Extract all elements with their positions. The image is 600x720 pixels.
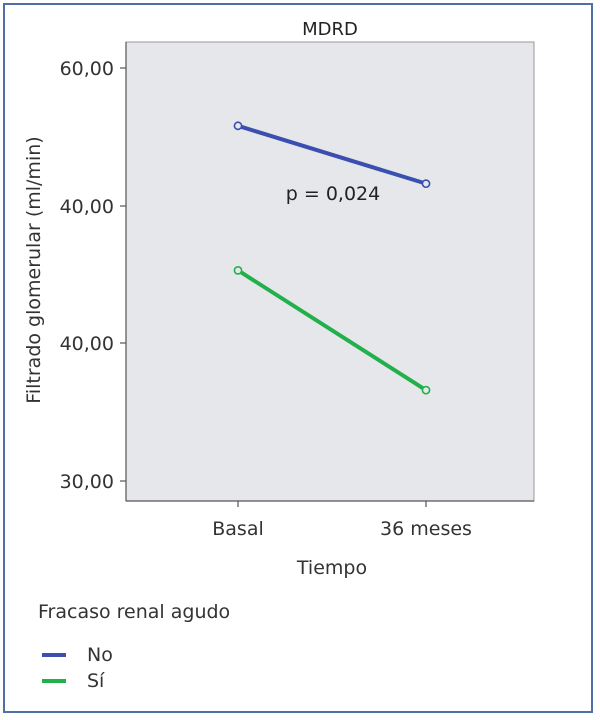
data-point xyxy=(233,121,243,131)
y-tick-label: 40,00 xyxy=(60,196,114,218)
data-point xyxy=(233,265,243,275)
legend-title: Fracaso renal agudo xyxy=(38,601,230,623)
y-axis-title: Filtrado glomerular (ml/min) xyxy=(23,136,45,403)
series-line-1 xyxy=(236,123,428,186)
legend-label: Sí xyxy=(87,670,105,692)
legend: No Sí xyxy=(42,644,113,692)
y-tick-label: 30,00 xyxy=(60,471,114,493)
data-point xyxy=(421,179,431,189)
p-value-annotation: p = 0,024 xyxy=(286,183,380,205)
y-tick-label: 40,00 xyxy=(60,333,114,355)
data-point xyxy=(421,385,431,395)
plot-area xyxy=(125,41,535,502)
x-tick-label: 36 meses xyxy=(380,518,472,540)
y-tick-label: 60,00 xyxy=(60,58,114,80)
series-line-2 xyxy=(236,268,428,393)
legend-label: No xyxy=(87,644,113,666)
x-axis-title: Tiempo xyxy=(296,557,367,579)
x-tick-label: Basal xyxy=(212,518,264,540)
chart-title: MDRD xyxy=(302,19,358,40)
